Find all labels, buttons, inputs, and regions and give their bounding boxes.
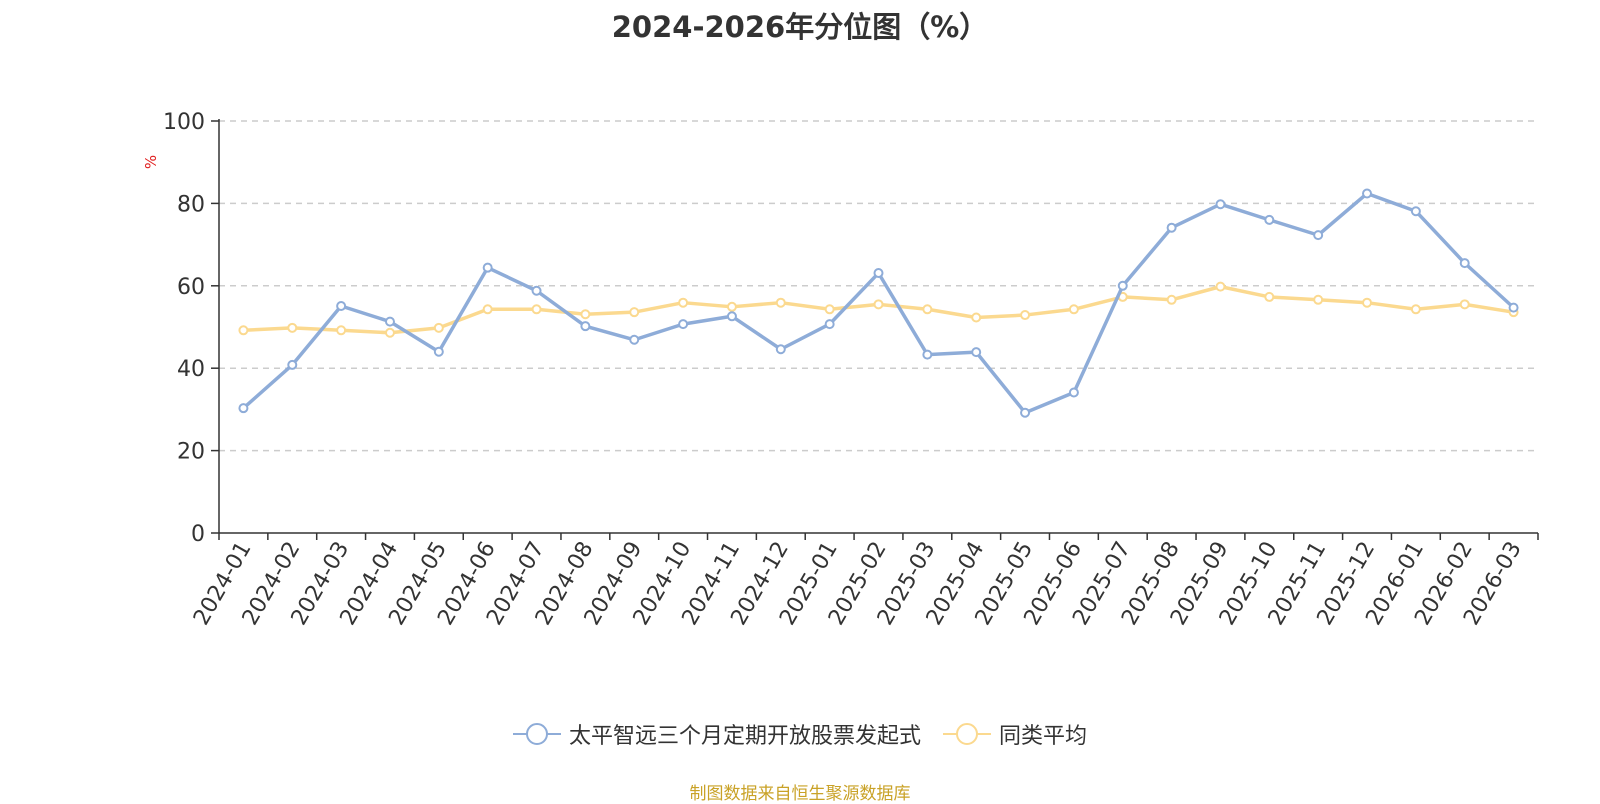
data-point xyxy=(1459,299,1470,310)
data-point xyxy=(531,304,542,315)
axes: 0204060801002024-012024-022024-032024-04… xyxy=(163,110,1539,630)
legend-label-fund: 太平智远三个月定期开放股票发起式 xyxy=(568,724,921,749)
y-tick-label-0: 0 xyxy=(191,522,205,547)
data-point xyxy=(1068,387,1079,398)
data-point xyxy=(922,304,933,315)
data-point xyxy=(482,304,493,315)
legend-label-average: 同类平均 xyxy=(999,724,1088,749)
data-point xyxy=(1020,407,1031,418)
data-point xyxy=(433,322,444,333)
y-tick-label-20: 20 xyxy=(177,440,205,465)
data-point xyxy=(873,299,884,310)
data-point xyxy=(1410,206,1421,217)
data-point xyxy=(1362,297,1373,308)
data-point xyxy=(384,316,395,327)
data-point xyxy=(971,312,982,323)
series-0 xyxy=(238,188,1519,418)
data-point xyxy=(971,347,982,358)
data-point xyxy=(1264,291,1275,302)
series-line-1 xyxy=(243,284,1514,335)
data-point xyxy=(1117,280,1128,291)
data-point xyxy=(287,359,298,370)
data-point xyxy=(775,344,786,355)
data-point xyxy=(1215,281,1226,292)
legend: 太平智远三个月定期开放股票发起式 同类平均 xyxy=(0,718,1600,750)
data-point xyxy=(1068,304,1079,315)
data-point xyxy=(629,334,640,345)
data-point xyxy=(824,319,835,330)
y-tick-label-40: 40 xyxy=(177,357,205,382)
legend-item-average[interactable]: 同类平均 xyxy=(943,718,1087,750)
data-point xyxy=(336,300,347,311)
data-point xyxy=(1166,294,1177,305)
series-lines xyxy=(238,188,1519,418)
legend-item-fund[interactable]: 太平智远三个月定期开放股票发起式 xyxy=(512,718,921,750)
data-point xyxy=(775,297,786,308)
data-point xyxy=(678,297,689,308)
legend-swatch-average-icon xyxy=(943,723,991,745)
data-point xyxy=(678,319,689,330)
data-point xyxy=(580,321,591,332)
legend-swatch-fund-icon xyxy=(512,723,561,745)
chart-title: 2024-2026年分位图（%） xyxy=(611,10,989,44)
data-point xyxy=(238,403,249,414)
data-point xyxy=(1313,230,1324,241)
data-point xyxy=(1410,304,1421,315)
data-point xyxy=(580,309,591,320)
data-point xyxy=(336,325,347,336)
data-point xyxy=(726,301,737,312)
data-point xyxy=(531,285,542,296)
data-point xyxy=(873,268,884,279)
data-point xyxy=(384,327,395,338)
data-point xyxy=(726,311,737,322)
y-tick-label-80: 80 xyxy=(177,192,205,217)
data-point xyxy=(482,262,493,273)
data-point xyxy=(1264,214,1275,225)
series-1 xyxy=(238,281,1519,338)
source-note: 制图数据来自恒生聚源数据库 xyxy=(689,784,911,804)
data-point xyxy=(629,307,640,318)
data-point xyxy=(1508,302,1519,313)
data-point xyxy=(1313,294,1324,305)
grid-lines xyxy=(219,120,1538,452)
data-point xyxy=(433,346,444,357)
data-point xyxy=(287,322,298,333)
data-point xyxy=(1020,310,1031,321)
data-point xyxy=(922,349,933,360)
data-point xyxy=(824,304,835,315)
data-point xyxy=(238,325,249,336)
y-tick-label-60: 60 xyxy=(177,275,205,300)
y-tick-label-100: 100 xyxy=(163,110,205,135)
data-point xyxy=(1215,199,1226,210)
data-point xyxy=(1459,258,1470,269)
y-axis-unit-label: % xyxy=(142,155,160,169)
data-point xyxy=(1362,188,1373,199)
data-point xyxy=(1166,222,1177,233)
